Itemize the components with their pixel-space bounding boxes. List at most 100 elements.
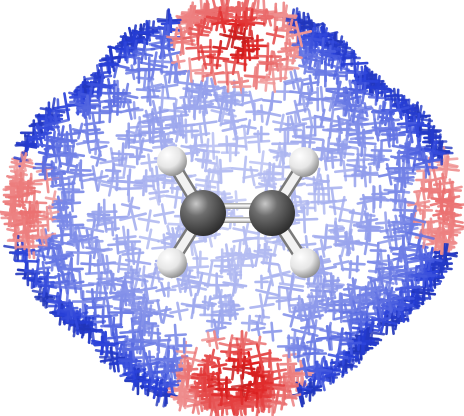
cross-stroke [191,146,193,160]
cross-stroke [360,75,361,91]
hydrogen-atom [157,146,187,176]
cross-stroke [438,215,440,227]
cross-stroke [204,366,205,391]
page: (() => { const data = JSON.parse(documen… [0,0,464,416]
cross-stroke [330,124,331,138]
cross-stroke [92,232,93,253]
cross-stroke [45,157,46,179]
cross-stroke [288,117,289,142]
cross-stroke [112,223,113,235]
cross-stroke [286,43,288,59]
hydrogen-atom [157,248,187,278]
cross-stroke [119,151,120,165]
cross-stroke [37,217,38,234]
carbon-atom [180,190,226,236]
cross-stroke [43,262,45,274]
cross-stroke [220,290,222,303]
cross-stroke [407,100,409,119]
cross-stroke [200,126,202,142]
cross-stroke [14,213,16,233]
cross-stroke [179,118,181,136]
molecule-render [0,0,464,416]
cross-stroke [34,216,36,228]
cross-stroke [266,75,267,91]
cross-stroke [304,207,305,232]
cross-stroke [197,257,198,278]
cross-stroke [110,56,111,72]
cross-stroke [329,46,331,65]
cross-stroke [271,92,273,109]
cross-stroke [117,171,118,185]
cross-stroke [257,1,259,20]
cross-stroke [360,290,361,309]
cross-stroke [64,137,65,155]
cross-stroke [261,106,262,122]
cross-stroke [204,99,205,116]
cross-stroke [69,149,70,163]
cross-stroke [107,256,109,271]
cross-stroke [175,64,177,82]
cross-stroke [440,257,441,270]
cross-stroke [315,24,316,47]
cross-stroke [149,126,150,141]
cross-stroke [399,156,400,181]
cross-stroke [61,227,63,245]
cross-stroke [46,116,47,140]
cross-stroke [70,302,71,315]
cross-stroke [90,256,91,273]
cross-stroke [66,208,68,227]
cross-stroke [100,273,102,296]
cross-stroke [213,133,214,159]
cross-stroke [110,316,112,336]
cross-stroke [203,153,205,168]
cross-stroke [272,323,274,341]
cross-stroke [288,356,289,372]
cross-stroke [113,164,114,178]
cross-stroke [117,235,118,253]
cross-stroke [205,297,206,315]
cross-stroke [357,257,358,272]
cross-stroke [362,331,364,353]
cross-stroke [426,157,427,178]
cross-stroke [144,295,145,312]
cross-stroke [294,332,295,345]
hydrogen-atom [289,147,319,177]
cross-stroke [70,213,71,238]
cross-stroke [331,274,332,289]
cross-stroke [140,117,141,136]
cross-stroke [144,70,146,86]
cross-stroke [418,269,420,283]
cross-stroke [424,267,425,281]
cross-stroke [122,144,123,165]
cross-stroke [315,194,316,211]
cross-stroke [41,230,42,245]
cross-stroke [17,159,18,173]
cross-stroke [406,115,407,132]
cross-stroke [220,160,221,183]
cross-stroke [53,132,54,150]
cross-stroke [106,333,108,356]
cross-stroke [327,138,329,160]
cross-stroke [395,193,396,209]
cross-stroke [319,277,321,297]
cross-stroke [69,179,70,199]
cross-stroke [162,50,163,73]
cross-stroke [280,58,281,81]
cross-stroke [47,207,48,230]
cross-stroke [304,125,305,147]
cross-stroke [301,301,302,317]
cross-stroke [198,25,200,45]
cross-stroke [243,89,244,101]
cross-stroke [292,366,293,380]
cross-stroke [151,109,153,125]
cross-stroke [149,351,150,376]
cross-stroke [162,85,164,110]
cross-stroke [185,371,187,384]
cross-stroke [114,205,115,230]
cross-stroke [266,10,267,23]
cross-stroke [148,79,149,101]
cross-stroke [62,192,64,209]
cross-stroke [206,75,207,98]
cross-stroke [175,325,176,345]
cross-stroke [34,191,35,215]
